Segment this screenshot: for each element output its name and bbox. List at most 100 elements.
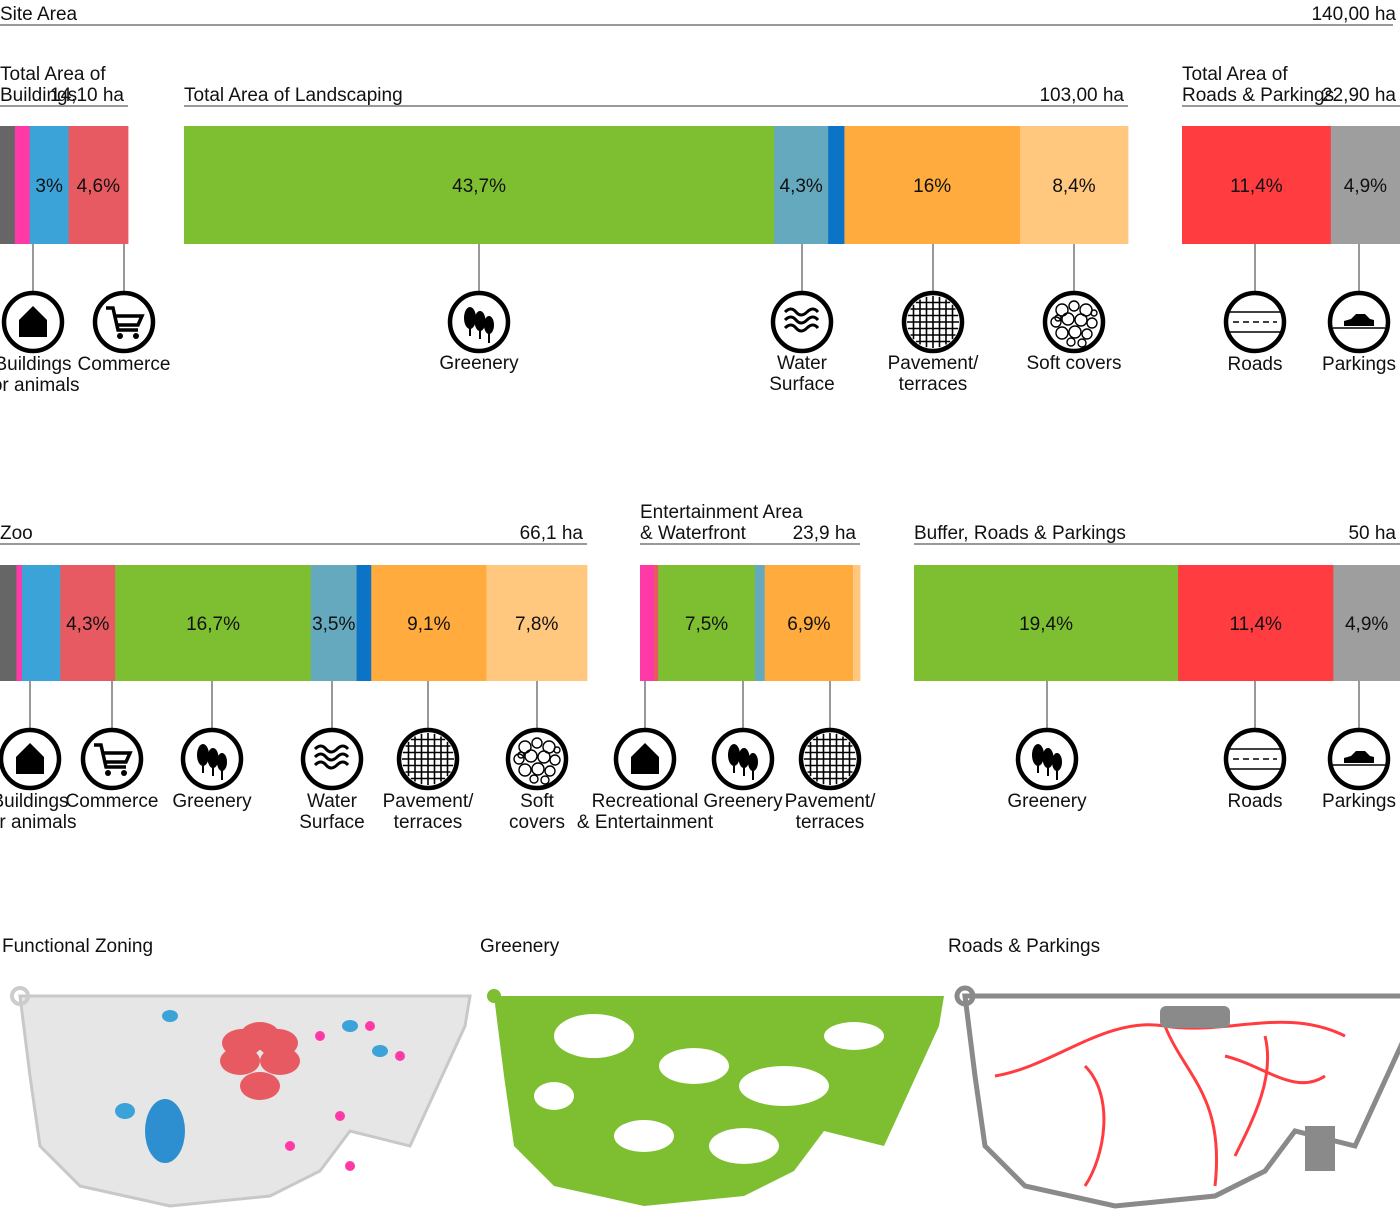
legend-item: Pavement/terraces [888, 244, 980, 395]
tree-crown [748, 753, 758, 771]
chart-total-value: 103,00 ha [1039, 85, 1124, 106]
bar-value-label: 3% [35, 176, 63, 197]
legend-label: Roads [1228, 354, 1283, 375]
bar-value-label: 4,9% [1344, 176, 1387, 197]
legend-item: Greenery [703, 681, 783, 812]
legend-label: for animals [0, 375, 79, 396]
bar-value-label: 4,6% [77, 176, 120, 197]
legend-item: Buildingsfor animals [0, 244, 79, 396]
bar-segment-commerce [60, 565, 116, 681]
grid-pattern [907, 296, 959, 348]
map-title: Greenery [480, 936, 560, 957]
site-outline [962, 993, 1400, 1209]
car-icon [1327, 727, 1391, 791]
legend-label: terraces [796, 812, 865, 833]
trees-icon [447, 290, 511, 354]
map-functional: Functional Zoning [2, 936, 472, 1208]
bar-segment-water-deep [356, 565, 372, 681]
cart-frame [94, 743, 133, 769]
legend-label: Recreational [592, 791, 699, 812]
bar-segment-recreational-entertainment [640, 565, 655, 681]
recreation-spot [285, 1141, 295, 1151]
map-greenery: Greenery [480, 936, 944, 1206]
tree-crown [207, 748, 219, 768]
legend-label: Roads [1228, 791, 1283, 812]
bar-segment-soft-covers [1019, 126, 1129, 244]
legend-label: Greenery [172, 791, 252, 812]
bar-value-label: 19,4% [1019, 614, 1073, 635]
bar-segment-greenery [658, 565, 756, 681]
legend-item: Parkings [1322, 244, 1396, 375]
trees-icon [711, 727, 775, 791]
legend-label: Pavement/ [888, 353, 980, 374]
chart-total-value: 66,1 ha [520, 523, 584, 544]
roundabout [10, 986, 30, 1006]
bar-value-label: 16% [913, 176, 951, 197]
cart-icon [80, 727, 144, 791]
pebble-pattern [513, 737, 561, 785]
legend-label: Commerce [66, 791, 159, 812]
wave-line [783, 315, 820, 325]
tree-crown [474, 311, 486, 331]
bar-segment-roads [1182, 126, 1332, 244]
grid-pattern [402, 733, 454, 785]
waves-icon [770, 290, 834, 354]
legend-label: Greenery [1007, 791, 1087, 812]
legend-item: Recreational& Entertainment [577, 681, 714, 833]
legend-item: Roads [1223, 244, 1287, 375]
car-icon [1327, 290, 1391, 354]
cart-wheel [133, 333, 139, 339]
non-green-area [534, 1082, 574, 1110]
non-green-area [614, 1120, 674, 1152]
bar-segment-greenery [115, 565, 312, 681]
legend-label: Water [307, 791, 358, 812]
lake [145, 1099, 185, 1163]
chart-zoo: Zoo 66,1 ha 4,3% 16,7% 3,5% 9,1% 7,8% Buildings… [0, 523, 588, 833]
legend-label: Surface [769, 374, 834, 395]
bar-segment-commerce [68, 126, 129, 244]
bar-value-label: 3,5% [312, 614, 355, 635]
bar-segment-soft-covers [852, 565, 861, 681]
chart-buffer: Buffer, Roads & Parkings 50 ha 19,4% 11,4% 4… [914, 523, 1400, 812]
house-icon [1, 290, 65, 354]
chart-title-line: Buildings [0, 85, 77, 106]
legend-item: Buildingsfor animals [0, 681, 76, 833]
wave-line [313, 760, 350, 770]
chart-landscaping: Total Area of Landscaping 103,00 ha 43,7% 4… [184, 85, 1129, 395]
house-icon [0, 727, 62, 791]
legend-label: Parkings [1322, 791, 1396, 812]
legend-item: Commerce [66, 681, 159, 812]
legend-item: Greenery [1007, 681, 1087, 812]
site-area-title: Site Area [0, 4, 78, 25]
bar-segment-greenery [914, 565, 1179, 681]
bar-value-label: 4,3% [66, 614, 109, 635]
icon-ring [92, 290, 156, 354]
cart-wheel [121, 770, 127, 776]
legend-label: Soft [520, 791, 555, 812]
wave-line [783, 323, 820, 333]
tree-crown [217, 753, 227, 771]
legend-label: Pavement/ [785, 791, 877, 812]
recreation-spot [335, 1111, 345, 1121]
chart-total-value: 22,90 ha [1322, 85, 1396, 106]
tree-crown [464, 307, 476, 329]
road-icon [1223, 290, 1287, 354]
chart-total-value: 23,9 ha [793, 523, 857, 544]
bar-segment-commerce [654, 565, 659, 681]
maps-layer: Functional Zoning Greenery Roads & Parking… [2, 936, 1400, 1209]
legend-label: Greenery [703, 791, 783, 812]
house-shape [16, 743, 44, 774]
chart-entertainment: Entertainment Area& Waterfront 23,9 ha 7,5… [577, 502, 876, 833]
bar-value-label: 9,1% [407, 614, 450, 635]
tree-crown [728, 744, 740, 766]
water-spot [342, 1020, 358, 1032]
pebble-pattern [1050, 300, 1098, 348]
legend-label: & Entertainment [577, 812, 714, 833]
chart-title-line: Roads & Parkings [1182, 85, 1334, 106]
chart-title-line: Zoo [0, 523, 33, 544]
bar-segment-water-surface [310, 565, 357, 681]
tree-crown [1042, 748, 1054, 768]
